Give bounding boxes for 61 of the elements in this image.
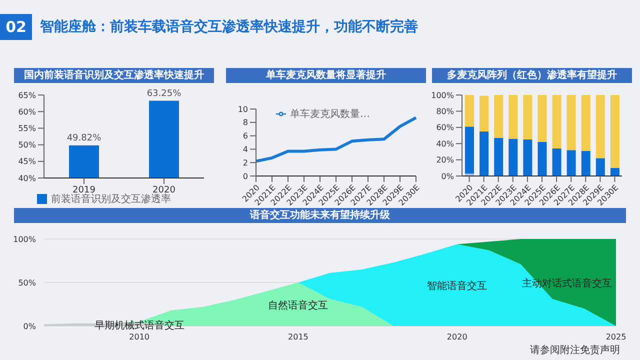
y-tick-label: 100% (431, 90, 454, 100)
bar (523, 140, 532, 176)
series-label: 自然语音交互 (268, 299, 328, 312)
y-tick-label: 60% (18, 107, 36, 116)
y-tick-label: 60% (436, 123, 454, 132)
text: 02 (0, 14, 32, 40)
y-tick-label: 0 (242, 172, 248, 181)
bar (465, 95, 474, 127)
data-label: 63.25% (146, 88, 182, 99)
bar (508, 138, 518, 176)
legend-label: 前装语音识别及交互渗透率 (51, 194, 171, 205)
series-label: 智能语音交互 (427, 280, 488, 292)
y-tick-label: 50% (18, 278, 36, 288)
y-tick-label: 65% (18, 90, 36, 100)
bar (480, 131, 489, 176)
y-tick-label: 20% (436, 156, 454, 165)
text: 智能座舱：前装车载语音交互渗透率快速提升，功能不断完善 (40, 18, 418, 36)
bar (581, 95, 590, 151)
y-tick-label: 80% (436, 107, 454, 116)
y-tick-label: 45% (18, 157, 36, 166)
chart-title: 单车麦克风数量将显著提升 (226, 68, 426, 83)
y-tick-label: 2 (242, 158, 248, 168)
bar (610, 168, 620, 176)
bar (494, 95, 504, 138)
y-tick-label: 40% (18, 174, 36, 183)
bar (610, 95, 620, 168)
legend-label: 单车麦克风数量… (290, 109, 370, 120)
y-tick-label: 6 (242, 132, 248, 141)
bar (465, 126, 474, 174)
x-tick-label: 2010 (129, 332, 150, 342)
y-tick-label: 55% (18, 124, 36, 134)
chart-title: 国内前装语音识别及交互渗透率快速提升 (14, 68, 214, 83)
bar (494, 138, 504, 176)
bar (552, 148, 562, 176)
bar (508, 95, 518, 139)
y-tick-label: 4 (242, 145, 248, 154)
bar (523, 95, 532, 140)
bar (538, 95, 547, 142)
bar (552, 95, 562, 148)
bar (596, 158, 605, 176)
bar (596, 95, 605, 158)
y-tick-label: 40% (436, 139, 454, 148)
series-label: 早期机械式语音交互 (94, 319, 184, 332)
x-tick-label: 2020 (446, 332, 468, 342)
y-tick-label: 8 (242, 118, 248, 128)
bar (581, 150, 590, 176)
text: 请参阅附注免责声明 (530, 344, 620, 357)
y-tick-label: 0% (23, 322, 36, 331)
bar (566, 150, 576, 176)
y-tick-label: 0% (441, 172, 454, 181)
y-tick-label: 50% (18, 140, 36, 150)
y-tick-label: 10 (238, 104, 248, 114)
chart-title: 语音交互功能未来有望持续升级 (14, 208, 626, 223)
chart-title: 多麦克风阵列（红色）渗透率有望提升 (432, 68, 632, 83)
bar (538, 142, 547, 176)
x-tick-label: 2015 (288, 332, 308, 342)
y-tick-label: 100% (13, 234, 36, 244)
x-tick-label: 2025 (606, 332, 626, 342)
bar (566, 95, 576, 150)
bar (480, 96, 489, 132)
data-label: 49.82% (66, 133, 102, 144)
